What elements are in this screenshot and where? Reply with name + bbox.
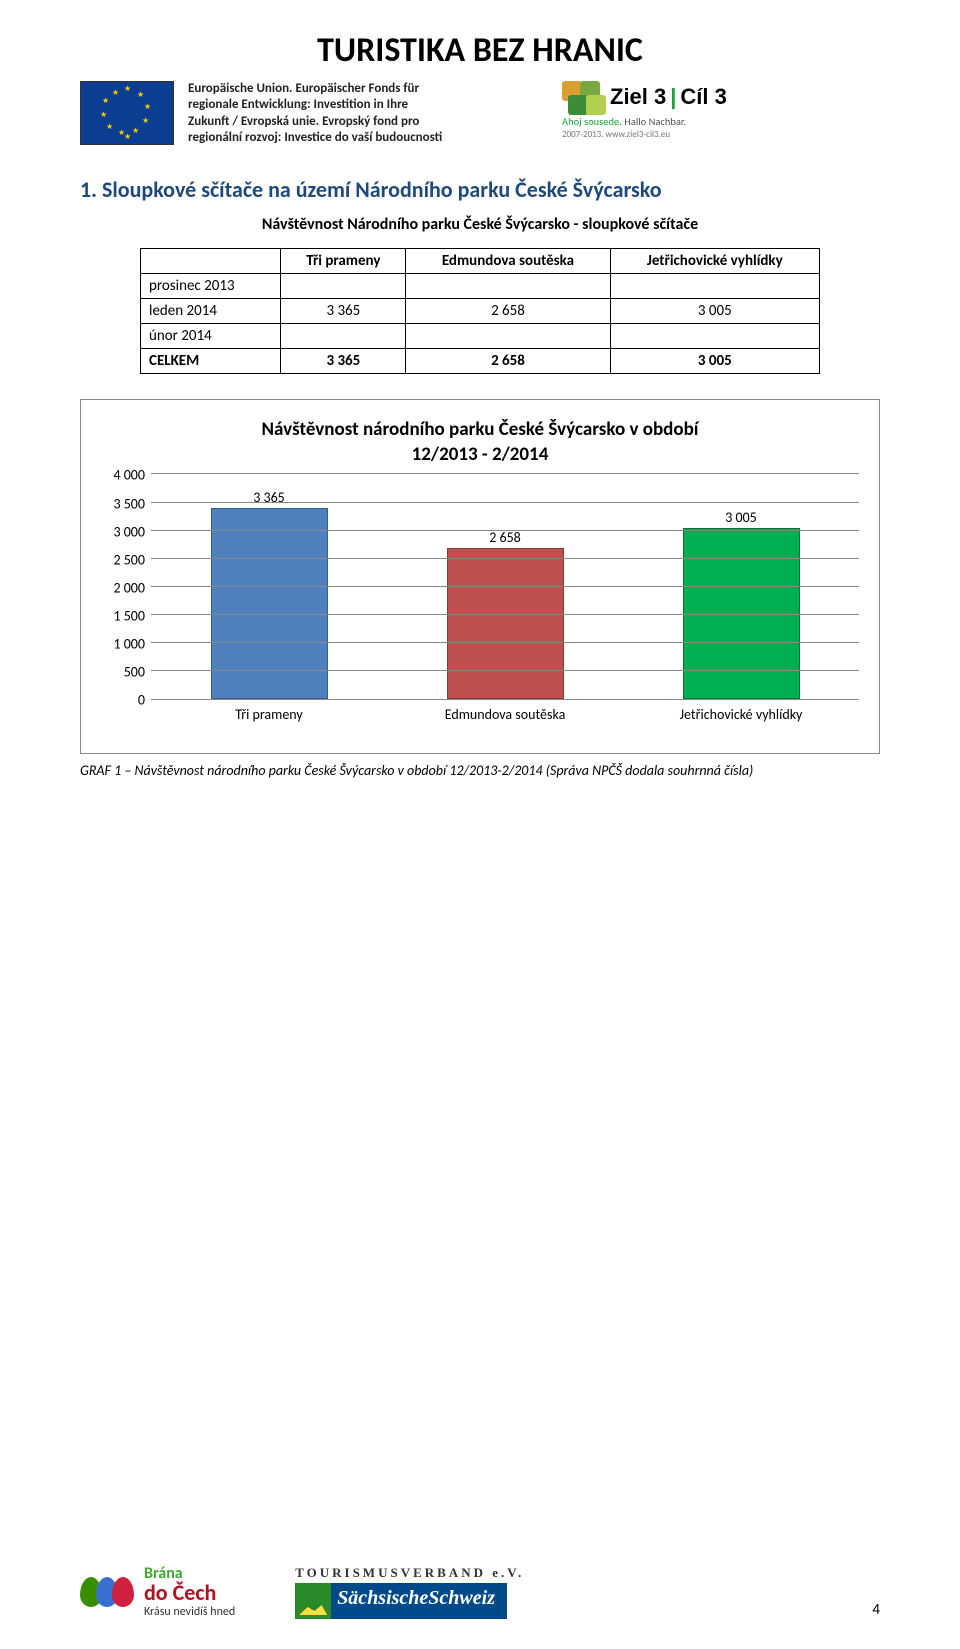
funding-line: Zukunft / Evropská unie. Evropský fond p…	[188, 114, 518, 130]
chart-gridline	[151, 502, 859, 503]
section-subtitle: Návštěvnost Národního parku České Švýcar…	[80, 215, 880, 234]
funding-line: regionale Entwicklung: Investition in Ih…	[188, 97, 518, 113]
chart-y-tick: 2 500	[113, 551, 145, 568]
table-body: prosinec 2013 leden 2014 3 365 2 658 3 0…	[141, 274, 820, 374]
chart-bar: 2 658	[447, 548, 564, 700]
table-cell	[610, 324, 819, 349]
table-cell: leden 2014	[141, 299, 281, 324]
sachs-logo: TOURISMUSVERBAND e.V. SächsischeSchweiz	[295, 1565, 524, 1619]
chart-value-label: 2 658	[489, 529, 521, 546]
chart-y-tick: 1 500	[113, 608, 145, 625]
chart-gridline	[151, 558, 859, 559]
table-row: prosinec 2013	[141, 274, 820, 299]
chart-gridline	[151, 642, 859, 643]
chart-gridline	[151, 614, 859, 615]
chart-value-label: 3 005	[725, 509, 757, 526]
chart-y-tick: 3 500	[113, 495, 145, 512]
ziel-right: Cíl 3	[680, 84, 726, 110]
funding-line: Europäische Union. Europäischer Fonds fü…	[188, 81, 518, 97]
table-header-cell: Edmundova soutěska	[406, 249, 610, 274]
funding-text: Europäische Union. Europäischer Fonds fü…	[188, 81, 518, 146]
chart-bar-group: 2 658	[387, 548, 623, 700]
table-head: Tři prameny Edmundova soutěska Jetřichov…	[141, 249, 820, 274]
table-cell: 3 365	[281, 299, 406, 324]
brana-drops-icon	[80, 1577, 134, 1607]
table-cell	[281, 324, 406, 349]
chart-x-label: Edmundova soutěska	[387, 706, 623, 723]
page-title: TURISTIKA BEZ HRANIC	[80, 30, 880, 71]
table-row: únor 2014	[141, 324, 820, 349]
table-cell: 2 658	[406, 299, 610, 324]
chart-caption: GRAF 1 – Návštěvnost národního parku Čes…	[80, 762, 880, 779]
table-cell: 3 005	[610, 349, 819, 374]
chart-x-axis: Tři prameny Edmundova soutěska Jetřichov…	[151, 706, 859, 723]
sachs-main-text: SächsischeSchweiz	[331, 1583, 507, 1619]
table-cell: 3 005	[610, 299, 819, 324]
table-row: leden 2014 3 365 2 658 3 005	[141, 299, 820, 324]
chart-y-tick: 0	[138, 692, 145, 709]
page-footer: Brána do Čech Krásu nevidíš hned TOURISM…	[80, 1565, 880, 1619]
chart-container: Návštěvnost národního parku České Švýcar…	[80, 399, 880, 754]
ziel-sub-left: Ahoj sousede.	[562, 115, 622, 128]
header-logo-row: ★ ★ ★ ★ ★ ★ ★ ★ ★ ★ ★ ★ Europäische Unio…	[80, 81, 880, 146]
chart-gridline	[151, 586, 859, 587]
chart-y-tick: 500	[124, 664, 145, 681]
chart-y-tick: 3 000	[113, 523, 145, 540]
page-number: 4	[872, 1601, 880, 1619]
ziel-tiny: 2007-2013. www.ziel3-cil3.eu	[562, 129, 670, 140]
table-header-cell: Tři prameny	[281, 249, 406, 274]
sachs-mountain-icon	[295, 1583, 331, 1619]
chart-bars: 3 365 2 658 3 005	[151, 475, 859, 699]
table-header-cell	[141, 249, 281, 274]
table-cell	[406, 324, 610, 349]
brana-logo: Brána do Čech Krásu nevidíš hned	[80, 1566, 235, 1618]
table-cell	[610, 274, 819, 299]
chart-gridline	[151, 530, 859, 531]
table-header-cell: Jetřichovické vyhlídky	[610, 249, 819, 274]
table-cell	[281, 274, 406, 299]
ziel-sub-right: Hallo Nachbar.	[624, 115, 686, 128]
chart-y-tick: 1 000	[113, 636, 145, 653]
table-cell	[406, 274, 610, 299]
table-cell: 3 365	[281, 349, 406, 374]
chart-title-line: Návštěvnost národního parku České Švýcar…	[262, 418, 699, 441]
ziel-separator-icon: |	[670, 84, 676, 110]
table-cell: 2 658	[406, 349, 610, 374]
chart-y-tick: 2 000	[113, 579, 145, 596]
sachs-top-text: TOURISMUSVERBAND e.V.	[295, 1565, 524, 1581]
brana-tagline: Krásu nevidíš hned	[144, 1606, 235, 1618]
chart-plot: 05001 0001 5002 0002 5003 0003 5004 000 …	[101, 475, 859, 700]
ziel-left: Ziel 3	[610, 84, 666, 110]
chart-x-label: Tři prameny	[151, 706, 387, 723]
chart-gridline	[151, 670, 859, 671]
eu-flag-icon: ★ ★ ★ ★ ★ ★ ★ ★ ★ ★ ★ ★	[80, 81, 174, 145]
ziel-logo: Ziel 3 | Cíl 3 Ahoj sousede. Hallo Nachb…	[562, 81, 727, 140]
chart-y-axis: 05001 0001 5002 0002 5003 0003 5004 000	[101, 475, 151, 700]
chart-value-label: 3 365	[253, 489, 285, 506]
table-cell: CELKEM	[141, 349, 281, 374]
brana-line2: do Čech	[144, 1582, 235, 1604]
chart-x-label: Jetřichovické vyhlídky	[623, 706, 859, 723]
chart-title-line: 12/2013 - 2/2014	[412, 443, 549, 466]
chart-gridline	[151, 473, 859, 474]
data-table: Tři prameny Edmundova soutěska Jetřichov…	[140, 248, 820, 374]
table-row: CELKEM 3 365 2 658 3 005	[141, 349, 820, 374]
chart-y-tick: 4 000	[113, 467, 145, 484]
table-cell: únor 2014	[141, 324, 281, 349]
chart-title: Návštěvnost národního parku České Švýcar…	[101, 418, 859, 467]
table-cell: prosinec 2013	[141, 274, 281, 299]
page: TURISTIKA BEZ HRANIC ★ ★ ★ ★ ★ ★ ★ ★ ★ ★…	[0, 0, 960, 1649]
puzzle-icon	[562, 81, 606, 113]
section-heading: 1. Sloupkové sčítače na území Národního …	[80, 176, 880, 203]
chart-plot-area: 3 365 2 658 3 005	[151, 475, 859, 700]
funding-line: regionální rozvoj: Investice do vaší bud…	[188, 130, 518, 146]
